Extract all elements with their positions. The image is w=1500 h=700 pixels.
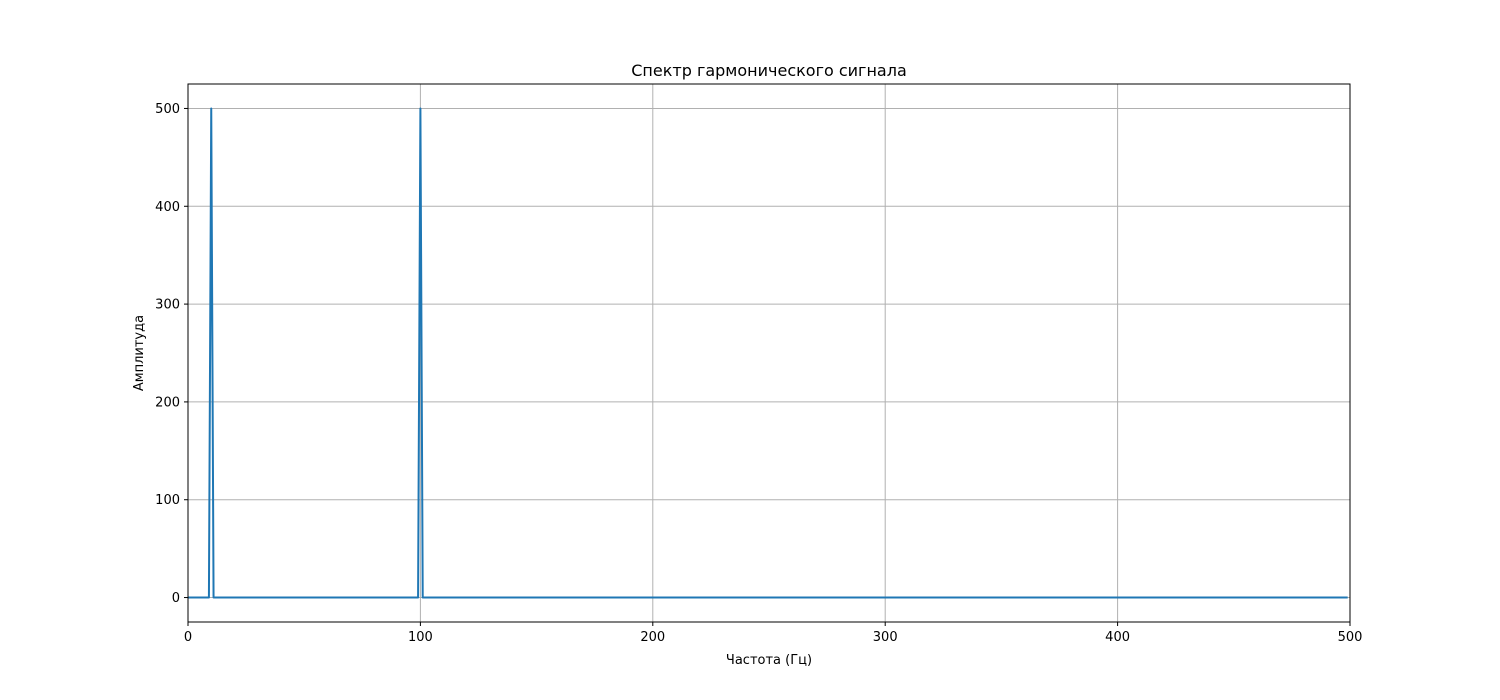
y-tick-label: 400 (155, 200, 180, 215)
chart-title: Спектр гармонического сигнала (631, 61, 907, 80)
x-tick-label: 500 (1338, 630, 1363, 645)
y-axis-label: Амплитуда (132, 315, 147, 391)
spectrum-series-line (188, 107, 1348, 599)
axis-ticks: 0 100 200 300 400 500 0 100 200 300 400 500 (155, 102, 1362, 645)
x-tick-label: 400 (1105, 630, 1130, 645)
x-tick-label: 100 (408, 630, 433, 645)
y-tick-label: 100 (155, 493, 180, 508)
y-tick-label: 0 (172, 591, 180, 606)
x-axis-label: Частота (Гц) (726, 653, 812, 668)
x-tick-label: 300 (873, 630, 898, 645)
series-layer (188, 107, 1348, 599)
plot-frame (187, 83, 1351, 623)
y-tick-label: 300 (155, 298, 180, 313)
y-tick-label: 200 (155, 395, 180, 410)
x-tick-label: 0 (184, 630, 192, 645)
x-tick-label: 200 (640, 630, 665, 645)
y-tick-label: 500 (155, 102, 180, 117)
